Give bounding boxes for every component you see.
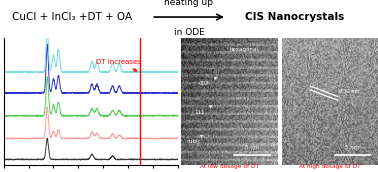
Text: At high dosage of DT: At high dosage of DT [299, 164, 361, 169]
Text: CIS Nanocrystals: CIS Nanocrystals [245, 12, 344, 22]
Text: cubic: cubic [186, 135, 203, 144]
Text: 5 nm: 5 nm [345, 145, 359, 150]
Text: CuCl + InCl₃ +DT + OA: CuCl + InCl₃ +DT + OA [12, 12, 132, 22]
Text: 002: 002 [199, 78, 217, 86]
Text: 5 nm: 5 nm [245, 145, 259, 150]
Text: hexagonal: hexagonal [230, 47, 259, 52]
Text: 0.32 nm: 0.32 nm [339, 89, 360, 94]
Text: At low dosage of DT: At low dosage of DT [200, 164, 259, 169]
Text: 111: 111 [194, 106, 212, 115]
Text: DT increases: DT increases [96, 59, 141, 71]
Text: in ODE: in ODE [174, 28, 204, 37]
Text: heating up: heating up [164, 0, 214, 7]
